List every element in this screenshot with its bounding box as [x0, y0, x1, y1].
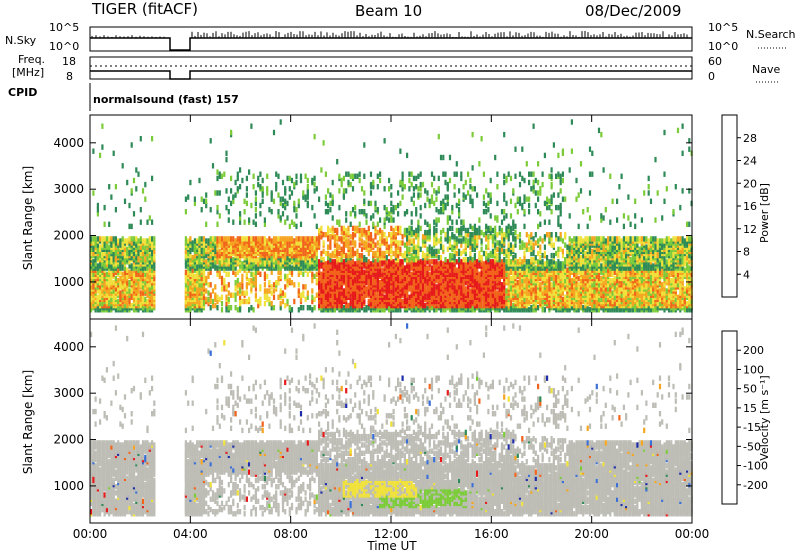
nsky-tick-top: 10^5	[49, 21, 79, 34]
x-tick-label: 00:00	[73, 527, 108, 541]
nave-tick-bottom: 0	[708, 70, 715, 83]
freq-label-1: Freq.	[18, 53, 45, 66]
x-tick-label: 20:00	[574, 527, 609, 541]
nsky-trace	[90, 38, 692, 50]
y-tick-label: 1000	[53, 479, 84, 493]
y-tick-label: 3000	[53, 182, 84, 196]
power-heatmap-cells	[90, 119, 693, 312]
colorbar-tick-label: 24	[743, 155, 757, 168]
nsky-tick-bottom: 10^0	[49, 40, 79, 53]
radar-title: TIGER (fitACF)	[91, 0, 198, 18]
cpid-label: CPID	[8, 86, 37, 99]
nsky-noise	[92, 31, 687, 38]
power-colorbar-label: Power [dB]	[758, 183, 771, 243]
x-tick-label: 08:00	[273, 527, 308, 541]
x-tick-label: 16:00	[474, 527, 509, 541]
nave-label: Nave	[752, 63, 780, 76]
colorbar-tick-label: 28	[743, 132, 757, 145]
nave-tick-top: 60	[708, 55, 722, 68]
x-tick-label: 04:00	[173, 527, 208, 541]
colorbar-tick-label: 200	[743, 344, 764, 357]
nsearch-tick-top: 10^5	[708, 21, 738, 34]
nsky-panel	[90, 27, 692, 51]
colorbar-tick-label: 100	[743, 363, 764, 376]
colorbar-frame	[722, 115, 737, 297]
colorbar-tick-label: 4	[743, 268, 750, 281]
nsearch-tick-bottom: 10^0	[708, 40, 738, 53]
y-tick-label: 4000	[53, 340, 84, 354]
ylabel-power: Slant Range [km]	[21, 166, 35, 270]
nsky-label: N.Sky	[5, 34, 37, 47]
colorbar-tick-label: 50	[743, 383, 757, 396]
freq-tick-bottom: 8	[66, 70, 73, 83]
x-tick-label: 00:00	[675, 527, 710, 541]
colorbar-tick-label: 16	[743, 200, 757, 213]
beam-title: Beam 10	[355, 2, 422, 20]
freq-tick-top: 18	[62, 55, 76, 68]
y-tick-label: 1000	[53, 275, 84, 289]
colorbar-tick-label: 15	[743, 402, 757, 415]
velocity-colorbar-label: Velocity [m s⁻¹]	[758, 375, 771, 460]
colorbar-tick-label: -200	[743, 479, 768, 492]
cpid-value: normalsound (fast) 157	[93, 93, 239, 106]
freq-panel	[90, 57, 692, 79]
freq-trace	[90, 71, 692, 79]
ylabel-velocity: Slant Range [km]	[21, 370, 35, 474]
colorbar-tick-label: 8	[743, 246, 750, 259]
y-tick-label: 2000	[53, 229, 84, 243]
y-tick-label: 4000	[53, 136, 84, 150]
freq-label-2: [MHz]	[12, 66, 44, 79]
y-tick-label: 3000	[53, 386, 84, 400]
colorbar-frame	[722, 331, 737, 504]
vel-heatmap-cells	[90, 323, 693, 516]
power-colorbar: 4 8 12 16 20 24 28	[722, 115, 757, 297]
y-tick-label: 2000	[53, 433, 84, 447]
colorbar-tick-label: 20	[743, 177, 757, 190]
date-title: 08/Dec/2009	[585, 2, 681, 20]
nsearch-label: N.Search	[746, 28, 796, 41]
power-panel: 1000 2000 3000 4000	[53, 115, 692, 319]
xlabel: Time UT	[366, 539, 417, 553]
colorbar-tick-label: 12	[743, 223, 757, 236]
